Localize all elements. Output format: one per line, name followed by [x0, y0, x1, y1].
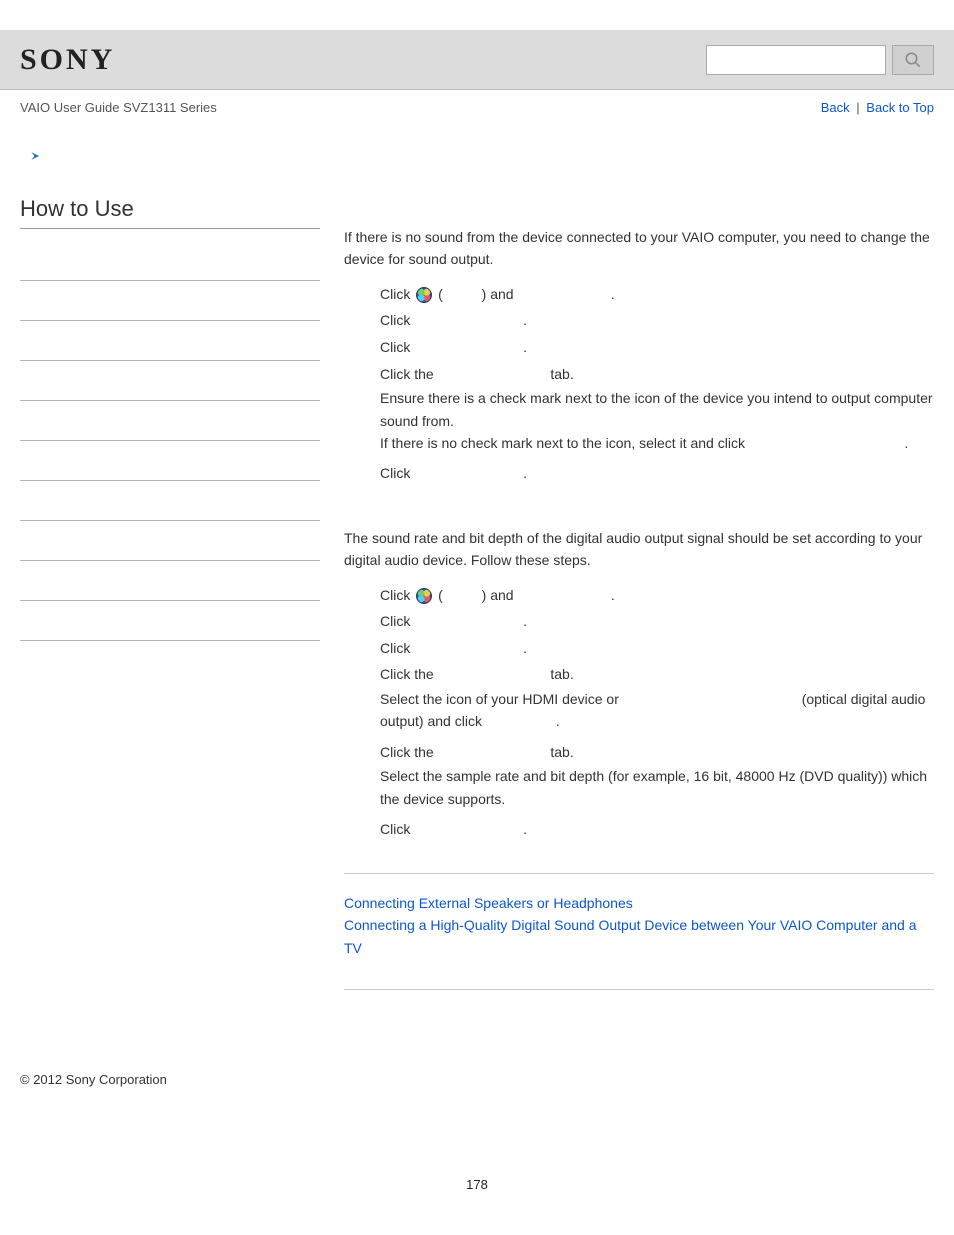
step-line: Click .	[380, 635, 934, 662]
page-number: 178	[0, 1147, 954, 1212]
step-line: Click .	[380, 816, 934, 843]
main-content: If there is no sound from the device con…	[344, 176, 934, 1048]
search-input[interactable]	[706, 45, 886, 75]
step-line: Select the icon of your HDMI device or (…	[380, 688, 934, 733]
step-line: Select the sample rate and bit depth (fo…	[380, 765, 934, 810]
sidebar-item[interactable]	[20, 401, 320, 441]
windows-orb-icon	[416, 287, 432, 303]
sidebar-item[interactable]	[20, 361, 320, 401]
nav-links: Back | Back to Top	[821, 100, 934, 115]
step-line: Click .	[380, 460, 934, 487]
related-link[interactable]: Connecting a High-Quality Digital Sound …	[344, 914, 934, 959]
sidebar-item[interactable]	[20, 441, 320, 481]
guide-title: VAIO User Guide SVZ1311 Series	[20, 100, 217, 115]
sidebar: How to Use	[20, 176, 320, 641]
sidebar-item[interactable]	[20, 601, 320, 641]
sidebar-item[interactable]	[20, 321, 320, 361]
step-line: Ensure there is a check mark next to the…	[380, 387, 934, 454]
breadcrumb-arrow-icon	[24, 147, 954, 168]
step-line: Click ( ) and .	[380, 582, 934, 609]
sidebar-item[interactable]	[20, 521, 320, 561]
step-line: Click .	[380, 608, 934, 635]
step-line: Click .	[380, 307, 934, 334]
back-link[interactable]: Back	[821, 100, 850, 115]
related-divider-bottom	[344, 989, 934, 990]
step-line: Click the tab.	[380, 361, 934, 388]
sidebar-item[interactable]	[20, 561, 320, 601]
related-topics: Connecting External Speakers or Headphon…	[344, 892, 934, 959]
related-divider-top	[344, 873, 934, 874]
sidebar-item[interactable]	[20, 481, 320, 521]
windows-orb-icon	[416, 588, 432, 604]
steps-section-1: Click ( ) and .Click .Click .Click the t…	[344, 281, 934, 487]
step-line: Click .	[380, 334, 934, 361]
search-button[interactable]	[892, 45, 934, 75]
sidebar-item[interactable]	[20, 281, 320, 321]
steps-section-2: Click ( ) and .Click .Click .Click the t…	[344, 582, 934, 843]
subbar: VAIO User Guide SVZ1311 Series Back | Ba…	[0, 90, 954, 123]
related-link[interactable]: Connecting External Speakers or Headphon…	[344, 892, 934, 914]
intro-paragraph-2: The sound rate and bit depth of the digi…	[344, 527, 934, 572]
sidebar-item[interactable]	[20, 241, 320, 281]
sony-logo: SONY	[20, 43, 115, 77]
step-line: Click ( ) and .	[380, 281, 934, 308]
back-to-top-link[interactable]: Back to Top	[866, 100, 934, 115]
search-wrap	[706, 45, 934, 75]
topbar: SONY	[0, 30, 954, 90]
content: How to Use If there is no sound from the…	[0, 176, 954, 1048]
nav-separator: |	[856, 100, 859, 115]
intro-paragraph-1: If there is no sound from the device con…	[344, 226, 934, 271]
step-line: Click the tab.	[380, 739, 934, 766]
search-icon	[904, 51, 922, 69]
copyright: © 2012 Sony Corporation	[0, 1048, 954, 1147]
sidebar-heading: How to Use	[20, 196, 320, 229]
step-line: Click the tab.	[380, 661, 934, 688]
